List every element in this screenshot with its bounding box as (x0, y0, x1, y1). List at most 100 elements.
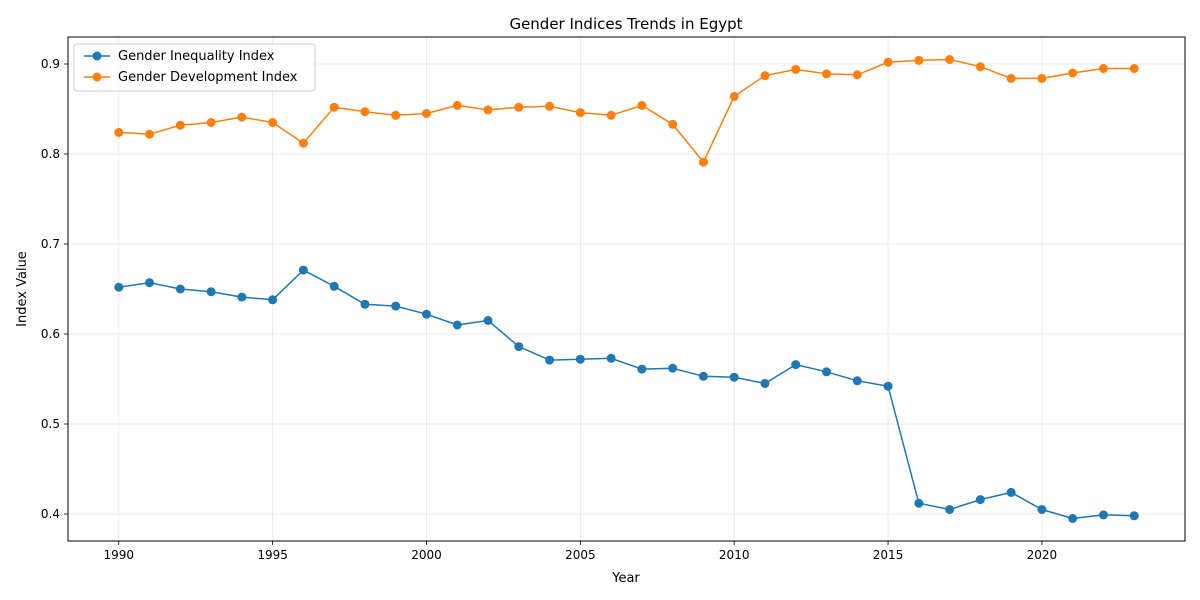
data-point (975, 62, 985, 72)
x-tick-label: 2010 (719, 548, 750, 562)
data-point (883, 381, 893, 391)
series-line (118, 58, 1135, 163)
legend-label-inequality: Gender Inequality Index (118, 49, 275, 64)
data-point (1037, 505, 1047, 514)
data-point (945, 55, 955, 64)
x-tick-label: 2005 (565, 548, 596, 562)
series-0 (114, 265, 1139, 523)
data-point (1006, 487, 1016, 497)
data-point (360, 299, 370, 309)
plot-frame (67, 36, 1186, 542)
x-tick-label: 1990 (103, 548, 134, 562)
data-point (760, 71, 770, 81)
data-point (698, 371, 708, 381)
data-point (852, 376, 862, 386)
data-point (145, 278, 155, 288)
data-point (206, 287, 216, 297)
y-tick-label: 0.5 (41, 417, 60, 431)
data-point (822, 69, 832, 79)
data-point (1006, 73, 1016, 83)
data-point (1068, 68, 1078, 78)
data-point (698, 157, 708, 167)
data-point (729, 372, 739, 382)
data-point (945, 505, 955, 514)
y-tick-label: 0.4 (41, 507, 60, 521)
x-axis-title: Year (611, 571, 640, 586)
data-point (514, 342, 524, 352)
y-axis-title: Index Value (15, 251, 30, 327)
data-point (483, 316, 493, 325)
data-point (268, 118, 278, 127)
x-axis: 1990 1995 2000 2005 2010 2015 2020 (103, 541, 1057, 562)
y-tick-label: 0.8 (41, 147, 60, 161)
series-1 (114, 55, 1139, 167)
data-point (1129, 64, 1139, 73)
data-point (852, 70, 862, 80)
data-point (575, 108, 585, 118)
data-point (1129, 511, 1139, 521)
x-tick-label: 2015 (873, 548, 904, 562)
data-point (606, 110, 616, 120)
data-point (175, 120, 185, 130)
data-point (206, 118, 216, 127)
data-point (421, 309, 431, 319)
data-point (452, 100, 462, 110)
grid-lines (68, 37, 1185, 541)
data-point (637, 364, 647, 374)
data-point (391, 301, 401, 311)
data-point (637, 100, 647, 110)
data-point (237, 292, 247, 302)
y-tick-label: 0.9 (41, 57, 60, 71)
x-tick-label: 2020 (1027, 548, 1058, 562)
series-layer (114, 55, 1139, 523)
legend: Gender Inequality Index Gender Developme… (73, 43, 316, 92)
data-point (514, 102, 524, 112)
data-point (883, 57, 893, 67)
data-point (1098, 510, 1108, 520)
legend-marker-development (92, 72, 102, 82)
x-tick-label: 2000 (411, 548, 442, 562)
data-point (114, 127, 124, 137)
data-point (914, 55, 924, 65)
chart-title: Gender Indices Trends in Egypt (509, 15, 742, 33)
data-point (791, 360, 801, 370)
data-point (268, 295, 278, 305)
data-point (729, 91, 739, 101)
data-point (298, 138, 308, 148)
data-point (175, 284, 185, 294)
data-point (575, 354, 585, 364)
y-tick-label: 0.6 (41, 327, 60, 341)
legend-marker-inequality (92, 51, 102, 61)
data-point (391, 110, 401, 120)
data-point (822, 367, 832, 377)
data-point (668, 363, 678, 373)
data-point (1098, 64, 1108, 73)
data-point (421, 109, 431, 118)
data-point (114, 282, 124, 292)
data-point (975, 495, 985, 505)
data-point (483, 105, 493, 115)
data-point (914, 498, 924, 508)
data-point (1068, 514, 1078, 523)
data-point (329, 102, 339, 112)
series-line (118, 269, 1135, 520)
data-point (145, 129, 155, 139)
y-axis: 0.4 0.5 0.6 0.7 0.8 0.9 (41, 57, 68, 521)
legend-box (73, 43, 316, 92)
data-point (452, 320, 462, 330)
data-point (760, 379, 770, 388)
data-point (1037, 73, 1047, 83)
data-point (606, 353, 616, 363)
data-point (791, 64, 801, 74)
data-point (668, 119, 678, 129)
data-point (360, 107, 370, 117)
x-tick-label: 1995 (257, 548, 288, 562)
y-tick-label: 0.7 (41, 237, 60, 251)
data-point (545, 101, 555, 111)
data-point (329, 281, 339, 291)
data-point (545, 355, 555, 365)
data-point (237, 112, 247, 122)
data-point (298, 265, 308, 275)
